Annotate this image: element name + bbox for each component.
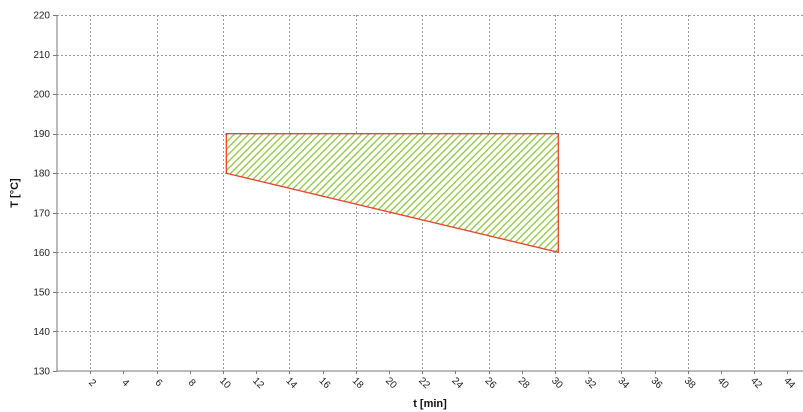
y-tick-label: 210 bbox=[33, 50, 50, 61]
y-tick-label: 130 bbox=[33, 367, 50, 378]
y-tick-label: 190 bbox=[33, 129, 50, 140]
x-tick-label: 24 bbox=[449, 375, 465, 391]
y-tick-label: 180 bbox=[33, 169, 50, 180]
y-tick-label: 160 bbox=[33, 248, 50, 259]
x-tick-label: 22 bbox=[416, 375, 432, 391]
x-tick-label: 16 bbox=[317, 375, 333, 391]
y-tick-label: 170 bbox=[33, 208, 50, 219]
x-tick-label: 42 bbox=[748, 375, 764, 391]
x-tick-label: 8 bbox=[186, 377, 198, 389]
x-tick-label: 40 bbox=[715, 375, 731, 391]
y-tick-label: 140 bbox=[33, 327, 50, 338]
x-tick-label: 28 bbox=[516, 375, 532, 391]
x-tick-label: 6 bbox=[153, 377, 165, 389]
x-tick-label: 2 bbox=[86, 377, 98, 389]
y-axis-title: T [°C] bbox=[9, 178, 21, 208]
x-tick-label: 20 bbox=[383, 375, 399, 391]
x-tick-label: 10 bbox=[217, 375, 233, 391]
y-tick-labels: 130 140 150 160 170 180 190 200 210 220 bbox=[33, 11, 57, 378]
x-tick-label: 32 bbox=[582, 375, 598, 391]
x-tick-label: 14 bbox=[283, 375, 299, 391]
x-tick-label: 34 bbox=[615, 375, 631, 391]
x-tick-label: 38 bbox=[682, 375, 698, 391]
x-tick-label: 18 bbox=[350, 375, 366, 391]
processing-window-area bbox=[225, 133, 559, 254]
x-tick-labels: 2 4 6 8 10 12 14 16 18 20 22 24 26 28 30 32 34 36 38 40 42 44… bbox=[86, 371, 797, 391]
grid bbox=[57, 15, 803, 371]
x-tick-label: 26 bbox=[483, 375, 499, 391]
y-tick-label: 220 bbox=[33, 11, 50, 22]
x-tick-label: 44 bbox=[781, 375, 797, 391]
x-axis-title: t [min] bbox=[413, 398, 447, 410]
x-tick-label: 4 bbox=[119, 377, 131, 389]
x-tick-label: 36 bbox=[649, 375, 665, 391]
x-tick-label: 30 bbox=[549, 375, 565, 391]
y-tick-label: 150 bbox=[33, 287, 50, 298]
series-layer bbox=[225, 133, 559, 254]
x-tick-label: 12 bbox=[250, 375, 266, 391]
y-tick-label: 200 bbox=[33, 90, 50, 101]
